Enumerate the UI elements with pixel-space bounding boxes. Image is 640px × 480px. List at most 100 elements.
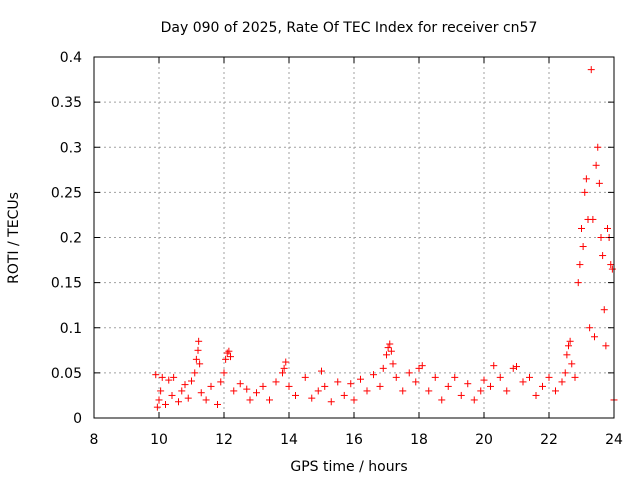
y-tick-label: 0.3	[60, 140, 82, 156]
data-point	[582, 175, 590, 183]
data-point	[266, 396, 273, 404]
data-point	[243, 385, 251, 393]
data-point	[357, 375, 364, 383]
data-point	[202, 396, 210, 404]
data-point	[175, 398, 182, 406]
data-point	[586, 324, 594, 332]
data-point	[292, 391, 299, 399]
data-point	[389, 360, 397, 368]
data-point	[246, 396, 254, 404]
data-point	[157, 387, 165, 395]
data-point	[162, 400, 169, 408]
data-point	[225, 347, 233, 355]
data-point	[539, 382, 546, 390]
x-tick-label: 24	[605, 432, 623, 448]
data-point	[191, 369, 199, 377]
data-point	[220, 369, 228, 377]
data-point	[350, 396, 358, 404]
data-point	[457, 391, 465, 399]
data-point	[383, 351, 390, 359]
data-point	[561, 369, 569, 377]
x-tick-label: 12	[215, 432, 233, 448]
data-point	[301, 373, 309, 381]
data-point	[490, 362, 498, 370]
data-point	[227, 353, 234, 361]
x-tick-label: 20	[475, 432, 493, 448]
data-point	[464, 380, 472, 388]
data-point	[282, 358, 290, 366]
data-point	[334, 378, 342, 386]
y-tick-label: 0.2	[60, 231, 82, 247]
data-point	[602, 342, 610, 350]
data-point	[387, 347, 395, 355]
chart-title: Day 090 of 2025, Rate Of TEC Index for r…	[161, 20, 538, 36]
data-points	[152, 66, 618, 411]
data-point	[595, 179, 603, 187]
data-point	[217, 378, 225, 386]
data-point	[272, 378, 280, 386]
data-point	[308, 394, 316, 402]
data-point	[581, 188, 589, 196]
data-point	[181, 381, 189, 389]
data-point	[152, 371, 160, 379]
y-tick-label: 0.35	[51, 95, 82, 111]
data-point	[170, 373, 178, 381]
data-point	[477, 387, 485, 395]
data-point	[327, 398, 335, 406]
x-tick-label: 22	[540, 432, 558, 448]
x-tick-label: 14	[280, 432, 298, 448]
data-point	[314, 387, 322, 395]
data-point	[412, 378, 420, 386]
data-point	[608, 265, 616, 273]
data-point	[370, 371, 377, 379]
data-point	[399, 387, 407, 395]
data-point	[425, 387, 433, 395]
data-point	[563, 351, 571, 359]
data-point	[589, 215, 597, 223]
x-tick-label: 8	[90, 432, 99, 448]
data-point	[259, 382, 267, 390]
data-point	[496, 373, 504, 381]
data-point	[558, 378, 566, 386]
data-point	[318, 367, 325, 375]
data-point	[587, 66, 595, 74]
data-point	[599, 252, 607, 260]
data-point	[418, 362, 426, 370]
data-point	[532, 391, 540, 399]
data-point	[451, 373, 459, 381]
data-point	[480, 376, 488, 384]
data-point	[285, 382, 293, 390]
data-point	[184, 394, 192, 402]
y-tick-label: 0.15	[51, 276, 82, 292]
data-point	[321, 382, 329, 390]
data-point	[222, 355, 230, 363]
data-point	[230, 387, 238, 395]
grid-lines	[94, 57, 614, 418]
data-point	[607, 261, 615, 269]
data-point	[591, 333, 598, 341]
data-point	[600, 306, 608, 314]
data-point	[568, 360, 576, 368]
data-point	[604, 224, 611, 232]
y-tick-label: 0	[73, 411, 82, 427]
data-point	[178, 387, 186, 395]
data-point	[392, 373, 400, 381]
data-point	[574, 279, 582, 287]
x-tick-label: 18	[410, 432, 428, 448]
data-point	[192, 355, 200, 363]
y-tick-label: 0.05	[51, 366, 82, 382]
data-point	[470, 396, 478, 404]
data-point	[438, 396, 446, 404]
y-tick-label: 0.4	[60, 50, 82, 66]
data-point	[207, 382, 215, 390]
data-point	[509, 364, 517, 372]
data-point	[340, 391, 348, 399]
data-point	[153, 403, 161, 411]
y-tick-label: 0.25	[51, 185, 82, 201]
data-point	[592, 161, 600, 169]
data-point	[376, 382, 384, 390]
data-point	[280, 364, 288, 372]
x-axis-ticks: 8 10 12 14 16 18 20 22 24	[90, 57, 623, 448]
data-point	[379, 364, 387, 372]
